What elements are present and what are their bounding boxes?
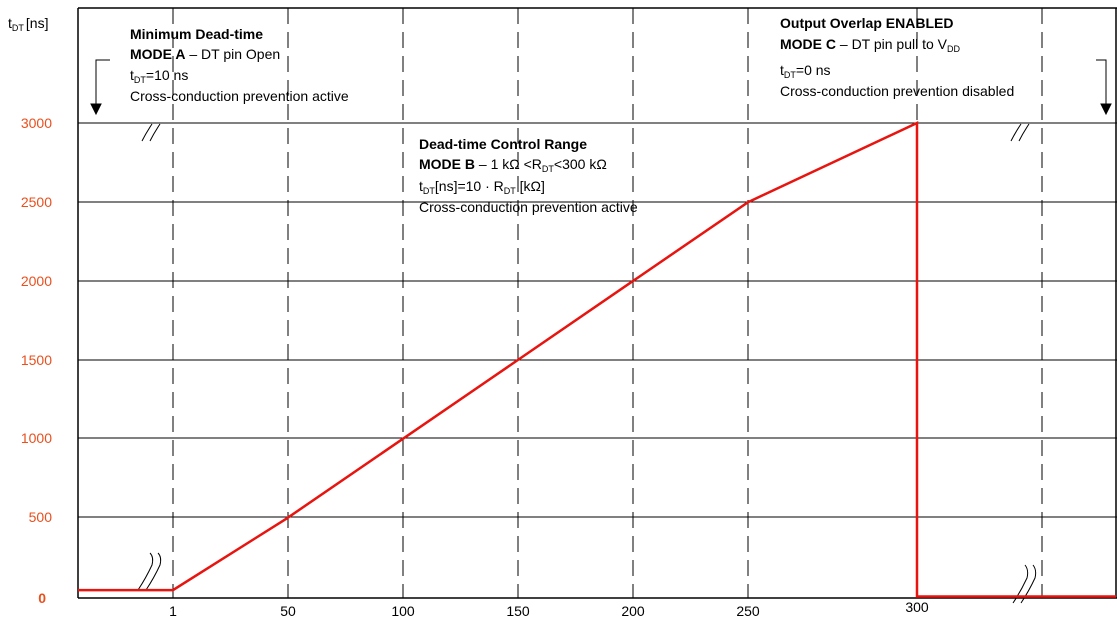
y-axis-label-t: t	[8, 15, 12, 31]
mode-b-desc-pre: – 1 kΩ <R	[475, 156, 542, 172]
y-tick-labels: 0 500 1000 1500 2000 2500 3000	[21, 115, 52, 606]
mode-b-t-sub: DT	[423, 186, 435, 196]
y-axis-label: tDT [ns]	[8, 15, 48, 33]
mode-a-desc: MODE A – DT pin Open	[130, 46, 280, 62]
mode-c-t-val: =0 ns	[796, 62, 831, 78]
y-tick-1000: 1000	[21, 430, 52, 446]
mode-a-title: Minimum Dead-time	[130, 26, 263, 42]
arrow-mode-a-line	[95, 59, 110, 104]
x-tick-50: 50	[280, 603, 296, 619]
mode-a-t-sub: DT	[134, 75, 146, 85]
mode-c-title: Output Overlap ENABLED	[780, 15, 953, 31]
y-axis-label-unit: [ns]	[26, 15, 49, 31]
arrow-mode-c-head	[1100, 103, 1112, 116]
arrow-mode-c-line	[1096, 59, 1107, 104]
mode-a-t-val: =10 ns	[146, 67, 188, 83]
break-mark-top-right	[1010, 123, 1030, 142]
mode-b-mode: MODE B	[419, 156, 475, 172]
mode-b-desc: MODE B – 1 kΩ <RDT<300 kΩ	[419, 156, 607, 174]
mode-c-t: t	[780, 62, 784, 78]
mode-b-formula: tDT[ns]=10 · RDT [kΩ]	[419, 178, 545, 196]
mode-b-t-sub2: DT	[504, 186, 516, 196]
mode-c-t-sub: DT	[784, 70, 796, 80]
horizontal-grid-lines	[78, 122, 1117, 518]
mode-a-mode: MODE A	[130, 46, 185, 62]
mode-a-desc-text: – DT pin Open	[185, 46, 280, 62]
mode-a-tdt: tDT=10 ns	[130, 67, 188, 85]
axis-break-marks	[137, 123, 1037, 604]
mode-c-mode: MODE C	[780, 36, 836, 52]
y-tick-500: 500	[29, 509, 53, 525]
x-tick-300: 300	[905, 599, 929, 615]
break-mark-top-left	[141, 123, 161, 142]
x-tick-1: 1	[169, 603, 177, 619]
mode-a-annotation: Minimum Dead-time MODE A – DT pin Open t…	[130, 26, 349, 104]
arrow-mode-a-head	[90, 103, 102, 116]
y-tick-1500: 1500	[21, 352, 52, 368]
x-tick-200: 200	[621, 603, 645, 619]
series-line	[78, 121, 1116, 598]
mode-b-t: t	[419, 178, 423, 194]
x-tick-250: 250	[736, 603, 760, 619]
y-tick-2500: 2500	[21, 194, 52, 210]
vertical-grid-lines	[172, 8, 1043, 598]
mode-b-desc-post: <300 kΩ	[554, 156, 607, 172]
mode-b-annotation: Dead-time Control Range MODE B – 1 kΩ <R…	[419, 136, 638, 215]
y-tick-2000: 2000	[21, 273, 52, 289]
mode-c-desc-text: – DT pin pull to V	[836, 36, 948, 52]
mode-c-annotation: Output Overlap ENABLED MODE C – DT pin p…	[780, 15, 1014, 99]
mode-b-title: Dead-time Control Range	[419, 136, 587, 152]
y-tick-3000: 3000	[21, 115, 52, 131]
mode-c-tdt: tDT=0 ns	[780, 62, 831, 80]
mode-c-desc-sub: DD	[947, 44, 960, 54]
mode-b-t-mid: [ns]=10 · R	[435, 178, 504, 194]
y-tick-0: 0	[38, 590, 46, 606]
plot-frame	[77, 7, 1117, 599]
mode-a-t: t	[130, 67, 134, 83]
mode-b-t-post: [kΩ]	[516, 178, 545, 194]
x-tick-labels: 1 50 100 150 200 250 300	[169, 599, 929, 619]
mode-a-note: Cross-conduction prevention active	[130, 88, 349, 104]
mode-c-desc: MODE C – DT pin pull to VDD	[780, 36, 961, 54]
break-mark-bottom-left	[137, 552, 162, 591]
mode-c-note: Cross-conduction prevention disabled	[780, 83, 1014, 99]
x-tick-100: 100	[391, 603, 415, 619]
mode-b-note: Cross-conduction prevention active	[419, 199, 638, 215]
x-tick-150: 150	[506, 603, 530, 619]
annotation-arrows	[90, 59, 1112, 116]
y-axis-label-sub: DT	[12, 23, 24, 33]
mode-b-desc-sub: DT	[542, 164, 554, 174]
